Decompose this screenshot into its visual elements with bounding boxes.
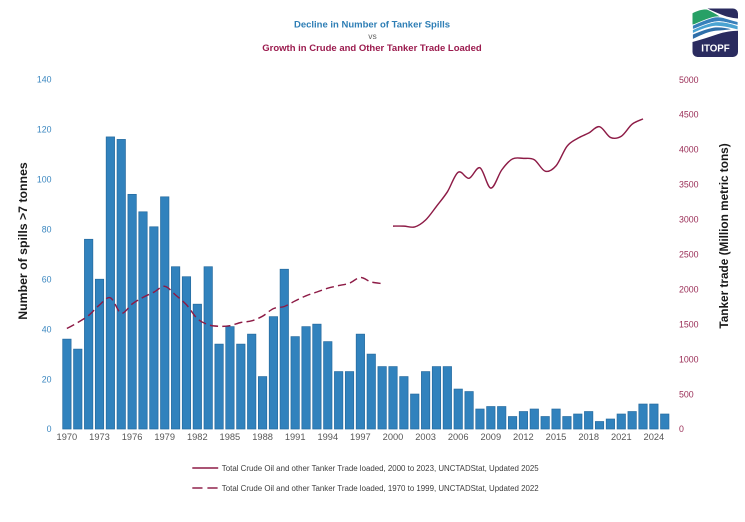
- svg-text:5000: 5000: [679, 75, 699, 85]
- svg-text:1991: 1991: [285, 432, 306, 442]
- svg-text:2015: 2015: [546, 432, 567, 442]
- svg-text:2006: 2006: [448, 432, 469, 442]
- svg-text:1970: 1970: [57, 432, 78, 442]
- svg-text:2000: 2000: [383, 432, 404, 442]
- svg-text:ITOPF: ITOPF: [701, 44, 730, 55]
- svg-text:Number of spills >7 tonnes: Number of spills >7 tonnes: [16, 162, 30, 320]
- svg-text:100: 100: [37, 175, 52, 185]
- svg-text:Total Crude Oil and other Tank: Total Crude Oil and other Tanker Trade l…: [222, 464, 539, 473]
- svg-text:2003: 2003: [415, 432, 436, 442]
- svg-text:120: 120: [37, 125, 52, 135]
- svg-text:3000: 3000: [679, 215, 699, 225]
- svg-text:2009: 2009: [480, 432, 501, 442]
- svg-text:1979: 1979: [154, 432, 175, 442]
- svg-text:4500: 4500: [679, 110, 699, 120]
- svg-text:0: 0: [47, 424, 52, 434]
- svg-text:2024: 2024: [644, 432, 665, 442]
- svg-text:1973: 1973: [89, 432, 110, 442]
- svg-text:1000: 1000: [679, 354, 699, 364]
- svg-text:Decline in Number of Tanker Sp: Decline in Number of Tanker Spills: [294, 20, 450, 31]
- svg-text:1982: 1982: [187, 432, 208, 442]
- svg-text:1997: 1997: [350, 432, 371, 442]
- svg-text:500: 500: [679, 389, 694, 399]
- svg-text:Growth in Crude and Other Tank: Growth in Crude and Other Tanker Trade L…: [262, 43, 482, 54]
- svg-text:2500: 2500: [679, 250, 699, 260]
- svg-text:0: 0: [679, 424, 684, 434]
- svg-text:2000: 2000: [679, 284, 699, 294]
- svg-text:40: 40: [42, 324, 52, 334]
- svg-text:Tanker trade (Million metric t: Tanker trade (Million metric tons): [717, 143, 731, 328]
- svg-text:20: 20: [42, 374, 52, 384]
- svg-text:1994: 1994: [317, 432, 338, 442]
- svg-text:2021: 2021: [611, 432, 632, 442]
- svg-text:2018: 2018: [578, 432, 599, 442]
- svg-text:1985: 1985: [220, 432, 241, 442]
- svg-text:140: 140: [37, 75, 52, 85]
- svg-text:1976: 1976: [122, 432, 143, 442]
- svg-text:Total Crude Oil and other Tank: Total Crude Oil and other Tanker Trade l…: [222, 484, 539, 493]
- svg-text:3500: 3500: [679, 180, 699, 190]
- svg-text:1988: 1988: [252, 432, 273, 442]
- svg-text:2012: 2012: [513, 432, 534, 442]
- svg-text:vs: vs: [368, 31, 377, 41]
- svg-text:80: 80: [42, 225, 52, 235]
- svg-text:60: 60: [42, 274, 52, 284]
- svg-text:4000: 4000: [679, 145, 699, 155]
- svg-text:1500: 1500: [679, 319, 699, 329]
